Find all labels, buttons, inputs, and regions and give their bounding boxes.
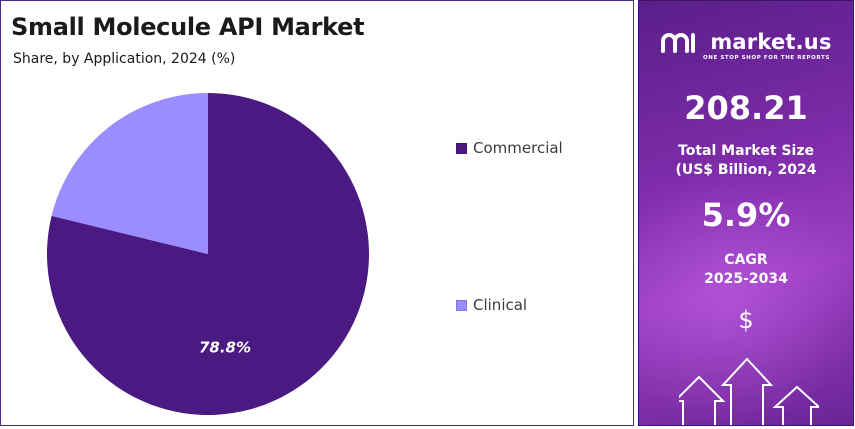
legend-swatch-clinical bbox=[456, 299, 467, 311]
pie-slice-commercial bbox=[47, 93, 370, 415]
pie-chart: 78.8% bbox=[47, 93, 370, 415]
market-size-value: 208.21 bbox=[684, 89, 808, 127]
brand-name: market.us bbox=[710, 30, 832, 54]
chart-panel: Small Molecule API Market Share, by Appl… bbox=[0, 0, 634, 426]
legend-item-commercial: Commercial bbox=[456, 139, 563, 157]
legend-item-clinical: Clinical bbox=[456, 296, 527, 314]
cagr-value: 5.9% bbox=[701, 196, 791, 234]
dollar-icon: $ bbox=[738, 306, 754, 334]
legend-label-commercial: Commercial bbox=[473, 139, 563, 157]
brand-tagline: ONE STOP SHOP FOR THE REPORTS bbox=[703, 55, 830, 61]
chart-title: Small Molecule API Market bbox=[11, 13, 365, 41]
chart-subtitle: Share, by Application, 2024 (%) bbox=[13, 51, 236, 67]
growth-arrows-icon bbox=[679, 357, 819, 425]
brand-logo: market.us bbox=[639, 29, 853, 55]
summary-panel: market.us ONE STOP SHOP FOR THE REPORTS … bbox=[638, 0, 854, 426]
pie-slice-clinical bbox=[51, 93, 208, 254]
market-size-label-line1: Total Market Size bbox=[678, 143, 814, 159]
cagr-label-line1: CAGR bbox=[724, 252, 768, 268]
legend-label-clinical: Clinical bbox=[473, 296, 528, 314]
cagr-label-line2: 2025-2034 bbox=[704, 271, 788, 287]
background-glow bbox=[639, 171, 853, 425]
pie-data-label-commercial: 78.8% bbox=[199, 338, 251, 356]
market-us-logo-icon bbox=[661, 33, 696, 53]
market-size-label-line2: (US$ Billion, 2024 bbox=[675, 162, 817, 178]
legend-swatch-commercial bbox=[456, 142, 467, 154]
